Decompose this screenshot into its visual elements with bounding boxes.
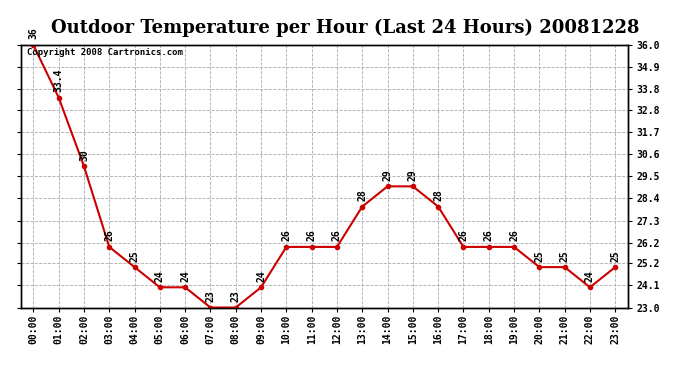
Text: 26: 26 xyxy=(282,230,291,242)
Text: 26: 26 xyxy=(509,230,519,242)
Text: 23: 23 xyxy=(206,290,215,302)
Text: 26: 26 xyxy=(484,230,494,242)
Text: Copyright 2008 Cartronics.com: Copyright 2008 Cartronics.com xyxy=(27,48,183,57)
Text: 25: 25 xyxy=(130,250,139,261)
Text: 25: 25 xyxy=(534,250,544,261)
Text: 26: 26 xyxy=(306,230,317,242)
Text: 29: 29 xyxy=(408,169,418,181)
Text: Outdoor Temperature per Hour (Last 24 Hours) 20081228: Outdoor Temperature per Hour (Last 24 Ho… xyxy=(51,19,639,37)
Text: 24: 24 xyxy=(155,270,165,282)
Text: 26: 26 xyxy=(104,230,115,242)
Text: 36: 36 xyxy=(28,28,39,39)
Text: 25: 25 xyxy=(560,250,570,261)
Text: 23: 23 xyxy=(230,290,241,302)
Text: 26: 26 xyxy=(458,230,469,242)
Text: 30: 30 xyxy=(79,149,89,160)
Text: 28: 28 xyxy=(357,189,367,201)
Text: 24: 24 xyxy=(256,270,266,282)
Text: 26: 26 xyxy=(332,230,342,242)
Text: 24: 24 xyxy=(180,270,190,282)
Text: 29: 29 xyxy=(382,169,393,181)
Text: 28: 28 xyxy=(433,189,443,201)
Text: 24: 24 xyxy=(585,270,595,282)
Text: 33.4: 33.4 xyxy=(54,69,63,92)
Text: 25: 25 xyxy=(610,250,620,261)
